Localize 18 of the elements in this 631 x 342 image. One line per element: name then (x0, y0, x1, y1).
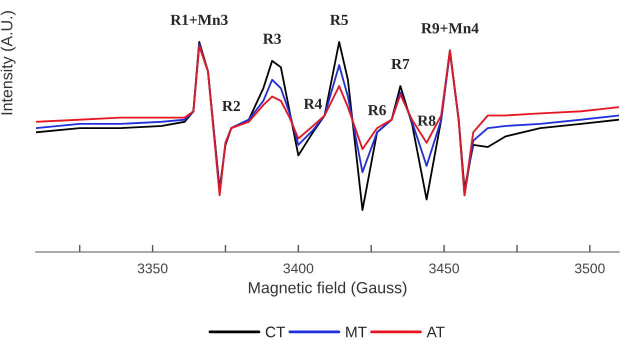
annotation: R7 (391, 58, 410, 69)
annotation: R9+Mn4 (421, 23, 479, 34)
annotation: R6 (368, 105, 386, 116)
legend-label: CT (266, 326, 286, 338)
x-tick-label: 3500 (574, 263, 605, 274)
x-tick-label: 3350 (138, 263, 168, 274)
y-axis-title: Intensity (A.U.) (0, 11, 16, 114)
legend-label: AT (426, 326, 445, 338)
x-tick-label: 3400 (283, 263, 314, 274)
annotation: R2 (222, 100, 240, 111)
legend-label: MT (346, 326, 367, 338)
annotation: R3 (263, 34, 281, 44)
x-tick-label: 3450 (429, 263, 460, 274)
x-axis-title: Magnetic field (Gauss) (248, 282, 406, 297)
annotation: R4 (304, 98, 322, 109)
annotation: R1+Mn3 (170, 14, 228, 26)
annotation: R5 (330, 14, 348, 26)
annotation: R8 (418, 116, 436, 126)
